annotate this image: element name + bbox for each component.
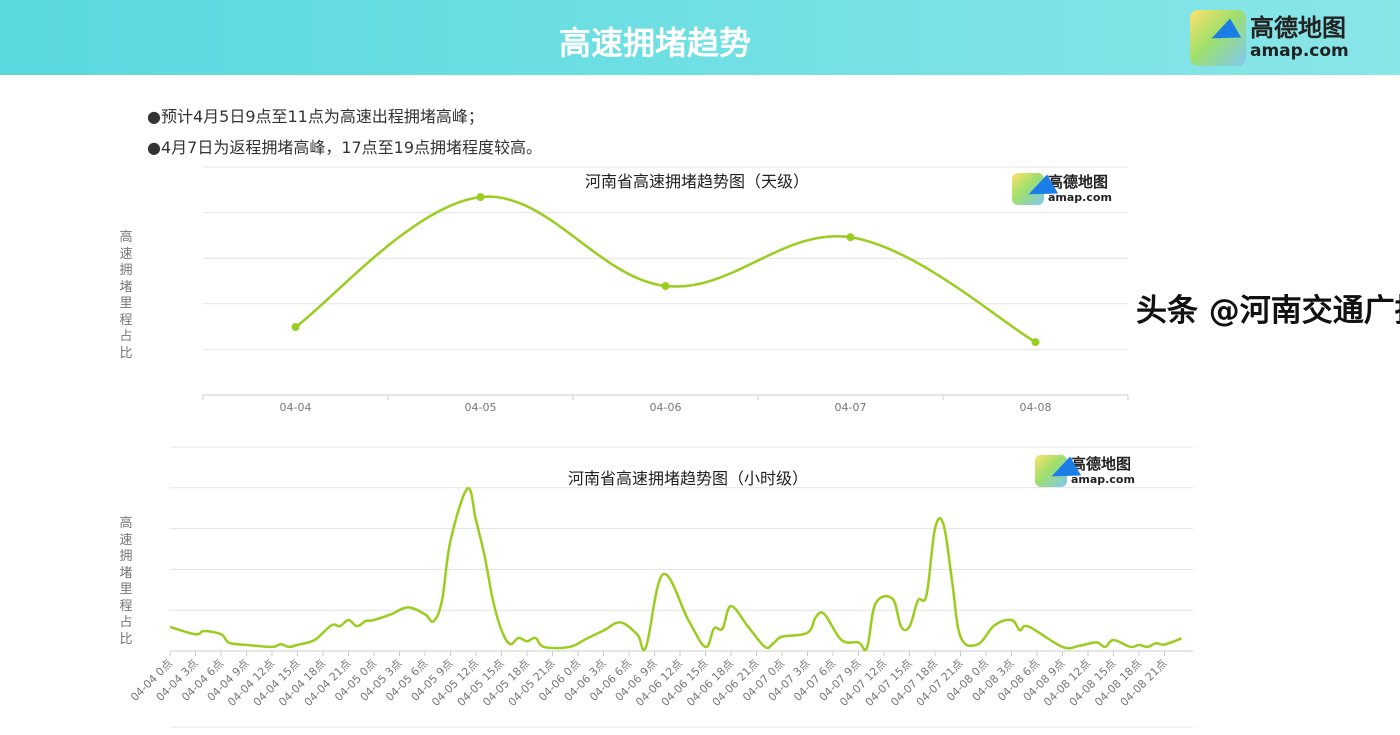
header-banner: 高速拥堵趋势 高德地图 amap.com [0,0,1400,75]
summary-bullets: ●预计4月5日9点至11点为高速出程拥堵高峰； ●4月7日为返程拥堵高峰，17点… [147,101,542,163]
x-tick-label: 04-05 [465,401,497,414]
data-point [661,282,670,291]
logo-text-en: amap.com [1071,473,1135,486]
logo-text-cn: 高德地图 [1250,14,1346,42]
daily-chart-ylabel: 高速拥堵里程占比 [119,230,133,361]
bullet-item: ●预计4月5日9点至11点为高速出程拥堵高峰； [147,107,484,126]
amap-logo: 高德地图 amap.com [1190,10,1349,66]
hourly-chart-title: 河南省高速拥堵趋势图（小时级） [567,469,809,488]
logo-text-en: amap.com [1250,41,1349,61]
daily-chart-title: 河南省高速拥堵趋势图（天级） [584,172,810,191]
amap-logo-icon [1012,173,1044,205]
logo-text-en: amap.com [1048,191,1112,204]
daily-series-line [294,195,1037,344]
data-point [291,323,300,332]
amap-logo-icon [1035,455,1067,487]
amap-logo-icon [1190,10,1246,66]
x-tick-label: 04-04 [280,401,312,414]
logo-text-cn: 高德地图 [1048,173,1109,191]
hourly-chart-ylabel: 高速拥堵里程占比 [119,516,133,647]
bullet-item: ●4月7日为返程拥堵高峰，17点至19点拥堵程度较高。 [147,138,543,157]
daily-chart-logo: 高德地图 amap.com [1012,173,1112,205]
data-point [1031,338,1040,347]
logo-text-cn: 高德地图 [1071,455,1132,473]
x-tick-label: 04-06 [650,401,682,414]
hourly-chart-logo: 高德地图 amap.com [1035,455,1135,487]
watermark: 头条 @河南交通广播 [1136,293,1400,329]
x-tick-label: 04-07 [835,401,867,414]
data-point [846,233,855,242]
page-title: 高速拥堵趋势 [558,24,751,62]
hourly-series-line [169,487,1182,652]
x-tick-label: 04-08 [1020,401,1052,414]
data-point [476,193,485,202]
